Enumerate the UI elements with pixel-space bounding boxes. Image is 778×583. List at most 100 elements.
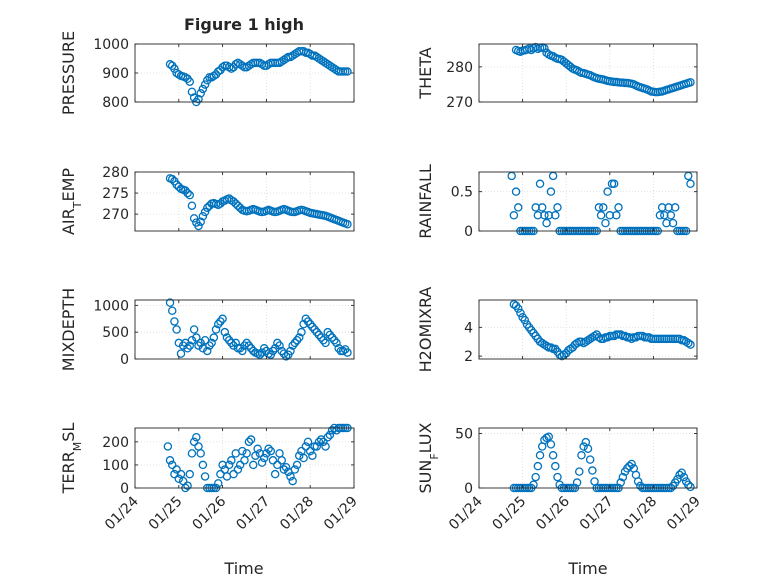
- data-point: [662, 218, 671, 228]
- data-point: [338, 346, 348, 356]
- data-point: [235, 460, 245, 470]
- y-tick-label: 280: [446, 60, 473, 76]
- axes-box: [478, 299, 698, 360]
- data-point: [303, 317, 313, 326]
- data-point: [222, 333, 232, 342]
- data-point: [305, 446, 315, 456]
- y-axis-label: THETA: [416, 47, 435, 99]
- data-point: [187, 449, 197, 458]
- data-point: [205, 341, 214, 350]
- data-point: [255, 350, 265, 359]
- data-point: [249, 460, 258, 470]
- y-tick-label: 100: [102, 458, 129, 474]
- data-point: [609, 179, 619, 189]
- data-point: [581, 337, 591, 346]
- data-point: [203, 203, 212, 213]
- data-point: [238, 346, 247, 356]
- data-point: [585, 455, 595, 464]
- data-point: [273, 338, 282, 348]
- subplot-2: 270 280 THETA: [416, 42, 698, 111]
- data-point: [231, 338, 240, 348]
- data-point: [614, 203, 623, 212]
- data-point: [308, 451, 317, 460]
- data-point: [209, 71, 219, 81]
- data-point: [316, 333, 326, 342]
- y-tick-label: 900: [102, 66, 129, 82]
- plot-area: [479, 300, 697, 359]
- data-point: [231, 199, 240, 208]
- data-point: [686, 340, 695, 349]
- x-tick-label: 01/26: [190, 493, 230, 533]
- data-point: [588, 466, 597, 475]
- data-point: [253, 444, 262, 454]
- data-point: [684, 338, 693, 348]
- subplot-7: 01/24 01/25 01/26 01/27 01/28 01/29 0 100 200 TER…: [59, 423, 361, 534]
- data-point: [176, 349, 186, 358]
- data-point: [301, 314, 311, 324]
- data-point: [330, 335, 339, 345]
- data-point: [192, 432, 201, 442]
- x-tick-label: 01/27: [577, 494, 617, 534]
- subplot-4: 0 0.5 RAINFALL: [416, 164, 698, 240]
- data-point: [213, 319, 223, 329]
- data-point: [679, 336, 689, 345]
- data-point: [511, 187, 521, 196]
- data-point: [564, 346, 573, 355]
- data-point: [551, 461, 560, 471]
- axes-box: [478, 427, 698, 489]
- data-point: [583, 336, 593, 345]
- data-point: [196, 338, 205, 348]
- data-point: [257, 458, 267, 467]
- data-point: [553, 472, 562, 482]
- data-point: [533, 461, 543, 471]
- data-point: [540, 211, 549, 220]
- data-point: [183, 188, 192, 198]
- data-point: [277, 346, 286, 356]
- data-point: [244, 341, 254, 350]
- data-point: [323, 432, 332, 442]
- data-point: [509, 211, 519, 220]
- data-point: [546, 440, 556, 449]
- data-point: [513, 304, 523, 313]
- data-point: [520, 315, 530, 325]
- data-point: [229, 197, 238, 206]
- data-point: [535, 451, 545, 460]
- data-point: [325, 330, 335, 340]
- data-point: [194, 94, 203, 104]
- data-point: [542, 218, 551, 228]
- data-point: [220, 327, 230, 337]
- data-point: [196, 89, 205, 98]
- data-point: [227, 456, 236, 465]
- data-point: [544, 211, 554, 220]
- data-point: [625, 461, 634, 471]
- data-point: [310, 325, 319, 334]
- data-point: [566, 344, 575, 354]
- data-point: [281, 352, 291, 361]
- x-tick-label: 01/28: [620, 494, 660, 534]
- data-point: [181, 73, 190, 82]
- data-point: [343, 220, 352, 229]
- x-axis-label-right: Time: [567, 559, 607, 578]
- y-tick-label: 1000: [93, 37, 129, 53]
- x-tick-label: 01/27: [233, 494, 273, 534]
- data-point: [588, 333, 597, 342]
- data-point: [185, 77, 194, 86]
- data-point: [577, 451, 586, 460]
- data-point: [270, 469, 280, 479]
- data-point: [657, 203, 667, 212]
- data-point: [537, 203, 547, 212]
- data-point: [612, 211, 621, 220]
- data-point: [292, 460, 302, 470]
- data-point: [314, 330, 324, 340]
- data-point: [343, 348, 352, 357]
- data-point: [185, 341, 194, 350]
- data-point: [616, 478, 625, 487]
- y-tick-label: 0: [120, 481, 129, 497]
- data-point: [664, 203, 673, 212]
- data-point: [244, 437, 254, 447]
- data-point: [233, 465, 243, 474]
- data-point: [211, 325, 221, 334]
- data-point: [319, 437, 328, 447]
- data-point: [599, 203, 608, 212]
